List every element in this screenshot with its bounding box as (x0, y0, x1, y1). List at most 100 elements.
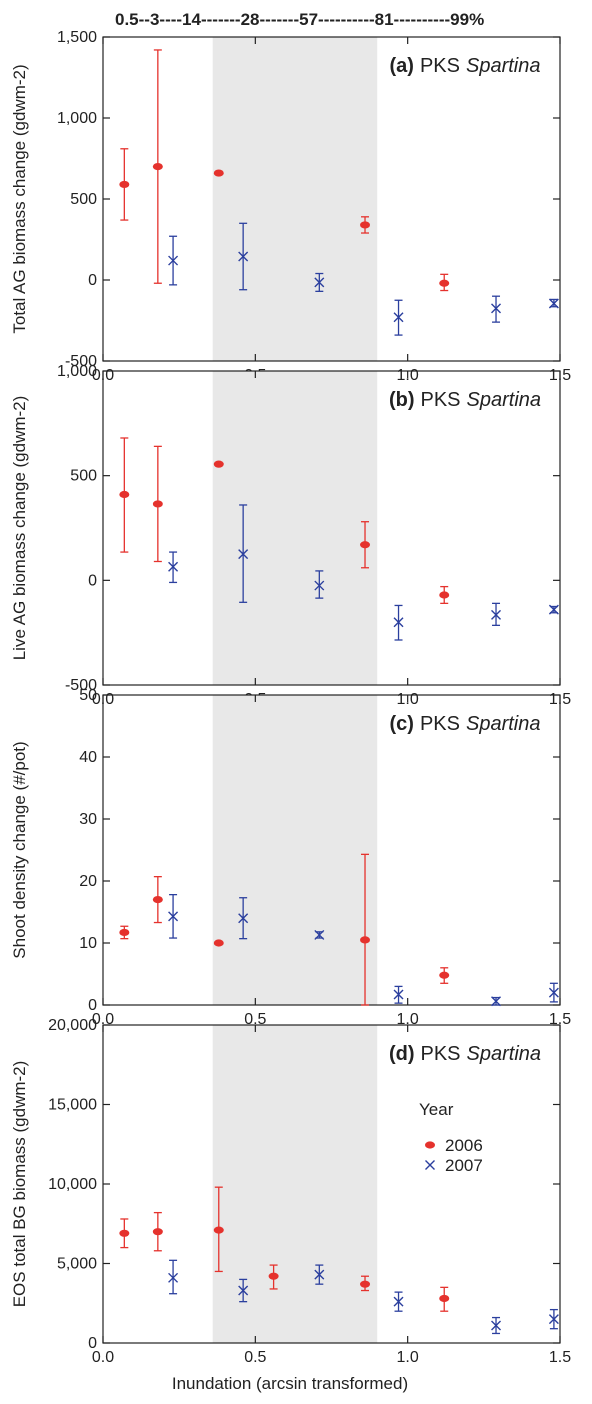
plot-frame (102, 694, 561, 1006)
panel-title: (c) PKS Spartina (390, 713, 541, 735)
panel-title: (b) PKS Spartina (389, 389, 541, 411)
x-axis-title: Inundation (arcsin transformed) (172, 1374, 408, 1393)
data-point-2007 (314, 929, 325, 940)
y-tick-label: 0 (88, 1335, 97, 1352)
y-tick-label: 0 (88, 997, 97, 1014)
y-tick-label: 40 (79, 749, 97, 766)
shaded-region (212, 695, 378, 1005)
data-point-2006 (152, 163, 163, 171)
data-point-2006 (119, 928, 130, 937)
data-point-2007 (238, 549, 249, 560)
panel-c: 0 10 20 30 40 50 0.0 0.5 1.0 1.5 Shoot density cha… (10, 687, 571, 1028)
y-tick-label: 500 (70, 191, 97, 208)
data-point-2007 (168, 1272, 179, 1283)
panel-title-site: PKS (421, 389, 461, 411)
y-tick-label: 1,000 (57, 363, 97, 380)
data-point-2007 (168, 255, 179, 266)
data-point-2006 (439, 279, 450, 287)
panel-title-panel-tag: (d) (389, 1043, 415, 1065)
data-point-2006 (213, 939, 224, 947)
data-point-2007 (168, 561, 179, 572)
data-point-2007 (393, 617, 404, 628)
data-point-2007 (238, 913, 249, 924)
data-point-2006 (119, 180, 130, 189)
data-point-2006 (268, 1272, 279, 1280)
y-tick-label: 500 (70, 468, 97, 485)
data-point-2006 (213, 460, 224, 468)
x-tick-label: 1.0 (397, 1349, 419, 1366)
data-point-2007 (314, 1269, 325, 1280)
y-axis-title: Total AG biomass change (gdwm-2) (10, 64, 29, 333)
y-tick-label: 30 (79, 811, 97, 828)
data-point-2007 (314, 580, 325, 591)
panel-title: (d) PKS Spartina (389, 1043, 541, 1065)
y-axis-title: Live AG biomass change (gdwm-2) (10, 396, 29, 661)
panel-title-species: Spartina (466, 713, 541, 735)
y-tick-label: 1,500 (57, 29, 97, 46)
y-tick-label: 20,000 (48, 1017, 97, 1034)
panel-title-panel-tag: (b) (389, 389, 415, 411)
data-point-2007 (548, 987, 559, 998)
y-axis-title: Shoot density change (#/pot) (10, 741, 29, 958)
panel-title-species: Spartina (467, 1043, 542, 1065)
data-point-2007 (393, 312, 404, 323)
inundation-percent-scale: 0.5--3----14-------28-------57----------… (115, 10, 484, 29)
y-tick-label: 0 (88, 272, 97, 289)
y-tick-label: -500 (65, 353, 97, 370)
data-point-2007 (491, 1320, 502, 1331)
legend-marker-2006 (425, 1141, 435, 1149)
panel-title-species: Spartina (466, 55, 541, 77)
legend-label-2007: 2007 (445, 1156, 483, 1175)
x-tick-label: 0.0 (92, 1349, 114, 1366)
data-point-2007 (491, 303, 502, 314)
data-point-2007 (393, 989, 404, 1000)
data-point-2006 (213, 169, 224, 177)
data-point-2006 (439, 591, 450, 599)
y-tick-label: -500 (65, 677, 97, 694)
panel-title-species: Spartina (467, 389, 542, 411)
y-axis-title: EOS total BG biomass (gdwm-2) (10, 1061, 29, 1308)
x-tick-label: 1.5 (549, 1011, 571, 1028)
data-point-2007 (548, 1314, 559, 1325)
legend-label-2006: 2006 (445, 1136, 483, 1155)
data-point-2006 (152, 500, 163, 508)
data-point-2006 (119, 490, 130, 499)
data-point-2006 (360, 1280, 371, 1288)
x-tick-label: 0.5 (244, 1011, 266, 1028)
data-point-2006 (360, 221, 371, 229)
data-point-2006 (360, 541, 371, 549)
data-point-2007 (314, 277, 325, 288)
y-tick-label: 15,000 (48, 1097, 97, 1114)
data-point-2007 (238, 1285, 249, 1296)
panel-title-panel-tag: (a) (390, 55, 414, 77)
panel-title-site: PKS (421, 1043, 461, 1065)
data-point-2006 (439, 971, 450, 979)
shaded-region (212, 37, 378, 361)
data-point-2006 (439, 1294, 450, 1303)
plot-frame (102, 370, 561, 686)
data-point-2007 (168, 911, 179, 922)
panel-title-site: PKS (420, 713, 460, 735)
x-tick-label: 0.0 (92, 1011, 114, 1028)
y-tick-label: 20 (79, 873, 97, 890)
data-point-2006 (152, 1228, 163, 1236)
data-point-2007 (548, 604, 559, 615)
x-tick-label: 1.0 (397, 1011, 419, 1028)
data-point-2007 (238, 251, 249, 262)
data-point-2006 (360, 936, 371, 944)
panel-d: 0 5,000 10,000 15,000 20,000 0.0 0.5 1.0 1.5 EOS … (10, 1017, 571, 1366)
y-tick-label: 10,000 (48, 1176, 97, 1193)
y-tick-label: 0 (88, 572, 97, 589)
data-point-2007 (491, 609, 502, 620)
y-tick-label: 5,000 (57, 1256, 97, 1273)
y-tick-label: 1,000 (57, 110, 97, 127)
legend-title: Year (419, 1100, 454, 1119)
data-point-2006 (213, 1226, 224, 1234)
shaded-region (212, 1025, 378, 1343)
y-tick-label: 10 (79, 935, 97, 952)
data-point-2006 (152, 896, 163, 904)
